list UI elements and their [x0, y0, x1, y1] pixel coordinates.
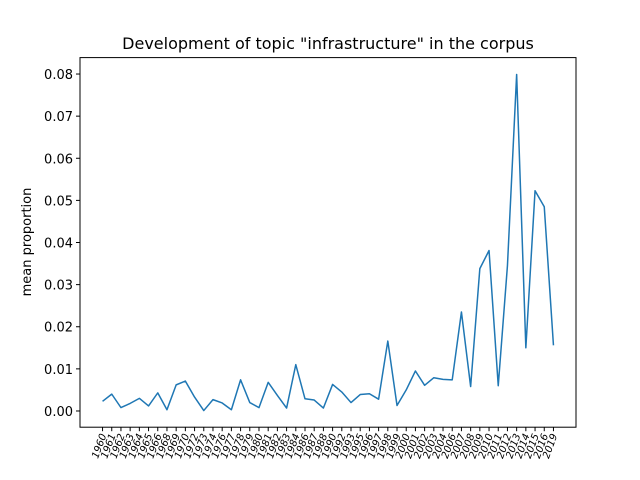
y-tick-label: 0.04	[44, 237, 73, 252]
line-series	[102, 73, 555, 412]
y-tick-label: 0.05	[44, 194, 73, 209]
y-tick-label: 0.06	[44, 152, 73, 167]
y-tick-label: 0.07	[44, 110, 73, 125]
plot-frame	[79, 57, 577, 428]
y-axis-label: mean proportion	[20, 188, 35, 297]
chart-title: Development of topic "infrastructure" in…	[122, 34, 534, 53]
y-tick-label: 0.08	[44, 68, 73, 83]
y-tick-label: 0.01	[44, 363, 73, 378]
y-tick-label: 0.02	[44, 321, 73, 336]
y-tick-label: 0.03	[44, 279, 73, 294]
y-tick-label: 0.00	[44, 405, 73, 420]
